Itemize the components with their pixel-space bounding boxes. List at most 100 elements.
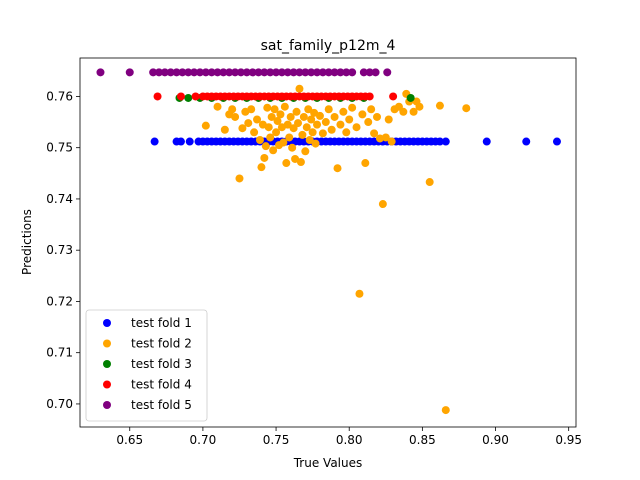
point-fold-2 (280, 102, 289, 111)
point-fold-2 (304, 105, 313, 114)
point-fold-1 (522, 137, 531, 146)
point-fold-3 (406, 93, 415, 102)
point-fold-5 (277, 68, 286, 77)
point-fold-5 (195, 68, 204, 77)
point-fold-1 (435, 137, 444, 146)
legend-label-fold-1: test fold 1 (131, 316, 192, 330)
point-fold-2 (299, 112, 308, 121)
legend-marker-fold-5 (103, 401, 111, 409)
point-fold-5 (236, 68, 245, 77)
point-fold-2 (327, 125, 336, 134)
point-fold-5 (301, 68, 310, 77)
point-fold-4 (153, 92, 162, 101)
y-tick-label: 0.76 (46, 89, 73, 103)
point-fold-5 (371, 68, 380, 77)
point-fold-2 (305, 136, 314, 144)
y-tick-label: 0.71 (46, 346, 73, 360)
point-fold-2 (355, 289, 364, 298)
point-fold-2 (286, 112, 295, 121)
point-fold-2 (260, 153, 269, 162)
point-fold-2 (399, 107, 408, 116)
point-fold-5 (213, 68, 222, 77)
point-fold-4 (191, 92, 200, 101)
point-fold-5 (160, 68, 169, 77)
point-fold-2 (324, 105, 333, 114)
point-fold-2 (301, 147, 310, 156)
point-fold-2 (308, 128, 317, 137)
point-fold-5 (295, 68, 304, 77)
y-axis: 0.70 0.71 0.72 0.73 0.74 0.75 0.76 (46, 89, 80, 411)
point-fold-5 (149, 68, 158, 77)
point-fold-2 (318, 129, 327, 138)
point-fold-2 (294, 119, 303, 128)
y-axis-label: Predictions (20, 209, 34, 275)
point-fold-5 (207, 68, 216, 77)
y-tick-label: 0.74 (46, 192, 73, 206)
point-fold-1 (176, 137, 185, 146)
legend-label-fold-2: test fold 2 (131, 337, 192, 351)
point-fold-2 (272, 128, 281, 137)
x-tick-label: 0.75 (263, 433, 290, 447)
legend-label-fold-5: test fold 5 (131, 398, 192, 412)
point-fold-4 (365, 92, 374, 101)
point-fold-5 (342, 68, 351, 77)
legend-box (85, 309, 208, 422)
point-fold-2 (339, 107, 348, 116)
point-fold-5 (225, 68, 234, 77)
point-fold-3 (184, 93, 193, 102)
point-fold-5 (260, 68, 269, 77)
point-fold-2 (384, 115, 393, 124)
point-fold-2 (313, 120, 322, 129)
point-fold-2 (235, 174, 244, 183)
point-fold-5 (336, 68, 345, 77)
y-tick-label: 0.75 (46, 141, 73, 155)
point-fold-2 (441, 406, 450, 415)
point-fold-2 (381, 133, 390, 142)
point-fold-2 (425, 178, 434, 187)
y-tick-label: 0.70 (46, 397, 73, 411)
point-fold-5 (272, 68, 281, 77)
x-tick-label: 0.85 (409, 433, 436, 447)
point-fold-2 (311, 139, 320, 148)
point-fold-2 (295, 84, 304, 93)
point-fold-2 (415, 102, 424, 111)
point-fold-2 (244, 119, 253, 128)
point-fold-5 (201, 68, 210, 77)
point-fold-5 (231, 68, 240, 77)
point-fold-1 (441, 137, 450, 146)
plot-frame (79, 57, 577, 428)
point-fold-2 (296, 158, 305, 167)
y-tick-label: 0.72 (46, 294, 73, 308)
point-fold-5 (155, 68, 164, 77)
point-fold-2 (367, 105, 376, 114)
point-fold-2 (330, 112, 339, 121)
point-fold-1 (482, 137, 491, 146)
point-fold-2 (264, 123, 273, 132)
point-fold-4 (389, 92, 398, 101)
point-fold-5 (348, 68, 357, 77)
point-fold-5 (190, 68, 199, 77)
point-fold-5 (324, 68, 333, 77)
point-fold-5 (178, 68, 187, 77)
legend-marker-fold-4 (103, 380, 111, 389)
point-fold-5 (313, 68, 322, 77)
point-fold-5 (172, 68, 181, 77)
x-tick-label: 0.70 (190, 433, 217, 447)
point-fold-2 (261, 142, 270, 151)
point-fold-5 (283, 68, 292, 77)
point-fold-2 (364, 118, 373, 127)
point-fold-2 (253, 115, 262, 124)
point-fold-2 (409, 107, 418, 116)
point-fold-2 (273, 117, 282, 126)
point-fold-2 (238, 124, 247, 133)
x-tick-label: 0.95 (555, 433, 582, 447)
point-fold-5 (242, 68, 251, 77)
point-fold-2 (342, 128, 351, 137)
legend-label-fold-4: test fold 4 (131, 378, 192, 392)
point-fold-2 (220, 125, 229, 134)
legend-marker-fold-3 (103, 360, 111, 368)
point-fold-2 (231, 112, 240, 121)
point-fold-2 (279, 138, 288, 147)
point-fold-2 (250, 128, 259, 137)
